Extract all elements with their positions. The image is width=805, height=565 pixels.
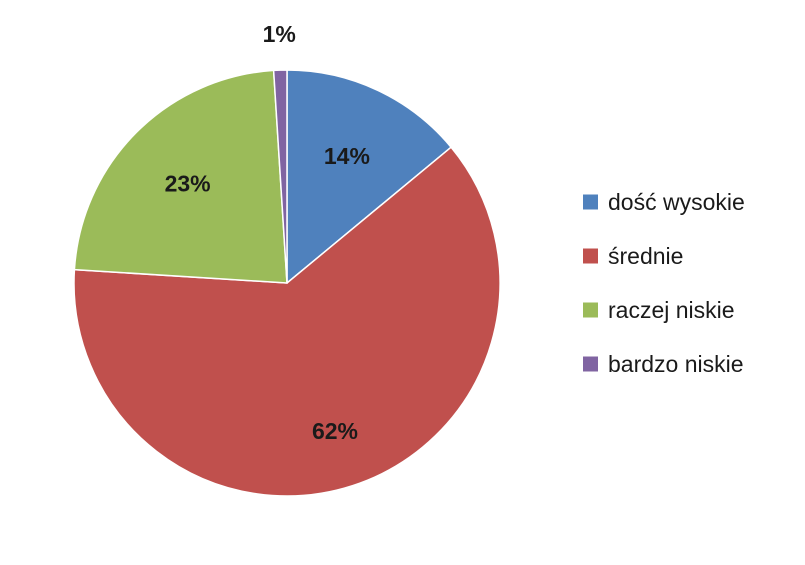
pie-data-label: 14% xyxy=(324,143,370,169)
legend-swatch xyxy=(583,194,598,210)
chart-legend: dość wysokie średnie raczej niskie bardzo n… xyxy=(583,189,745,377)
pie-data-label: 23% xyxy=(165,171,211,197)
pie-slices xyxy=(73,69,501,497)
pie-slice xyxy=(286,69,453,285)
legend-swatch xyxy=(583,356,598,372)
pie-slice xyxy=(73,69,288,284)
legend-label: bardzo niskie xyxy=(608,351,744,377)
legend-swatch xyxy=(583,248,598,264)
pie-data-labels: 14% 62% 23% 1% xyxy=(165,21,370,444)
pie-slice xyxy=(272,69,288,284)
legend-swatch xyxy=(583,302,598,318)
legend-label: średnie xyxy=(608,243,683,269)
legend-item: raczej niskie xyxy=(583,297,735,323)
legend-item: dość wysokie xyxy=(583,189,745,215)
pie-slice xyxy=(73,146,501,497)
legend-item: średnie xyxy=(583,243,683,269)
legend-item: bardzo niskie xyxy=(583,351,744,377)
legend-label: dość wysokie xyxy=(608,189,745,215)
pie-data-label: 1% xyxy=(263,21,296,47)
pie-data-label: 62% xyxy=(312,418,358,444)
legend-label: raczej niskie xyxy=(608,297,735,323)
